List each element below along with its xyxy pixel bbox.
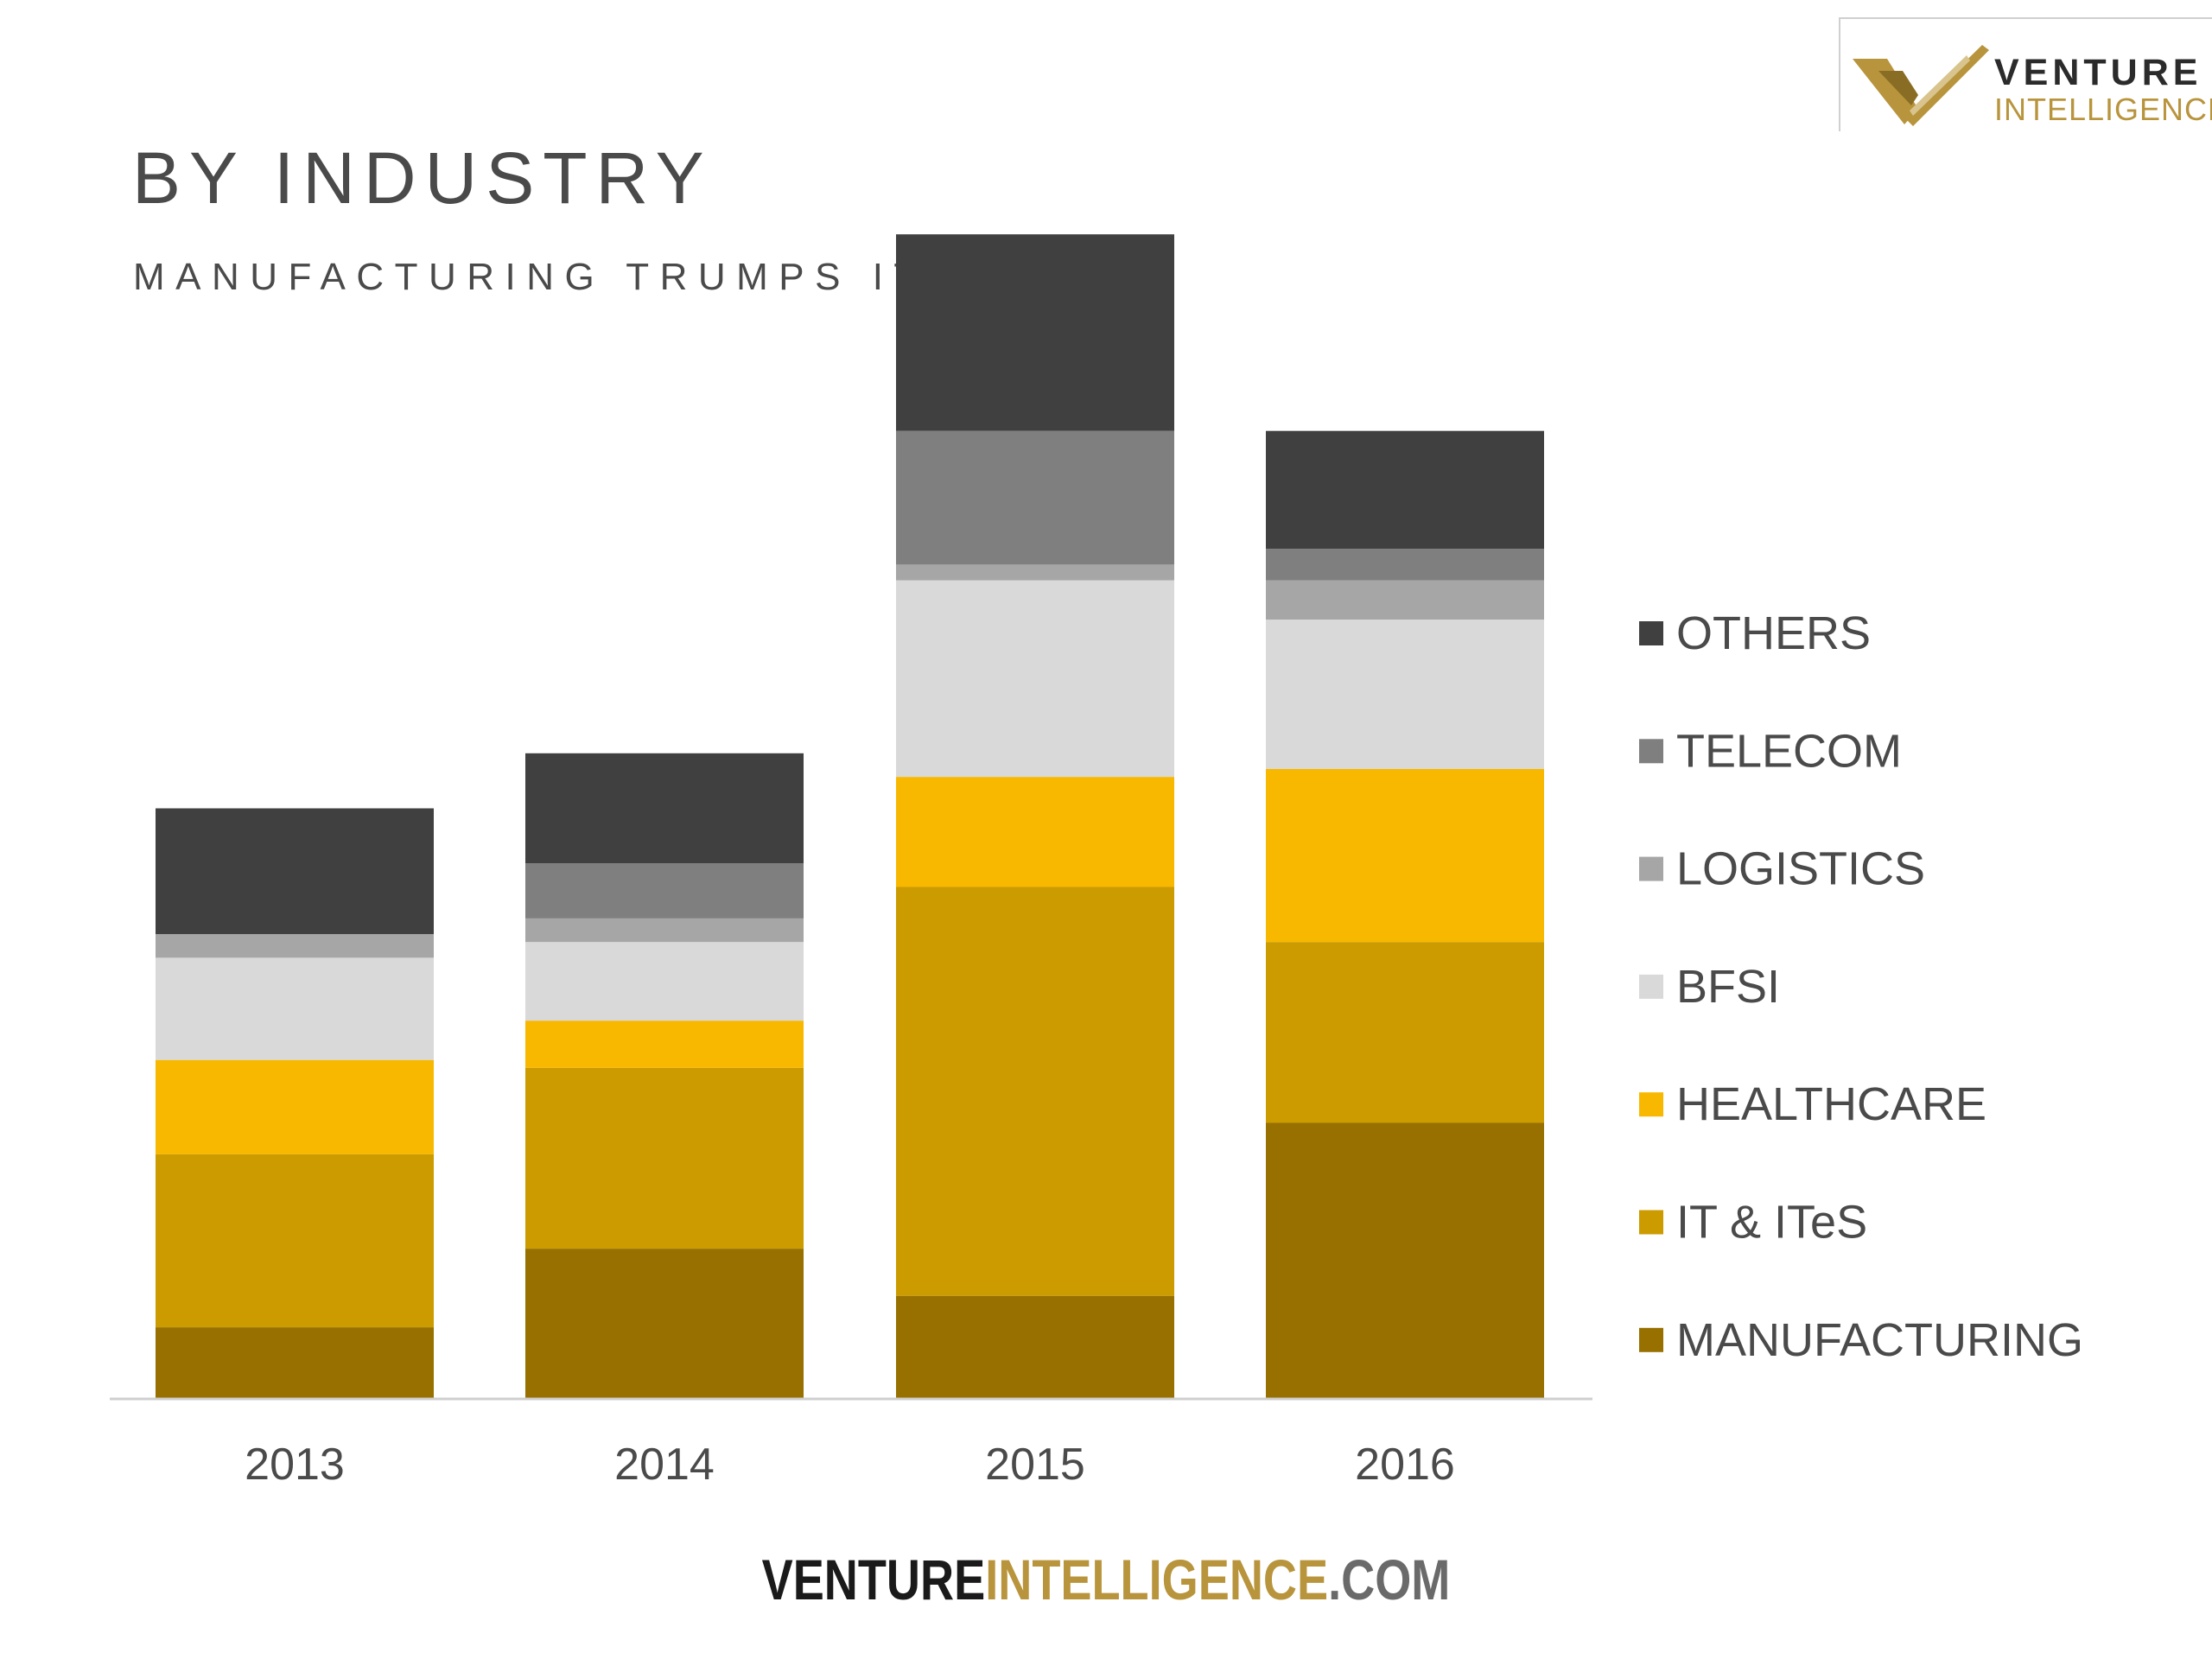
- bar-segment-2014-others: [525, 753, 804, 864]
- legend-label-it-ites: IT & ITeS: [1676, 1197, 1867, 1249]
- bar-segment-2016-bfsi: [1266, 620, 1544, 769]
- legend-label-logistics: LOGISTICS: [1676, 843, 1925, 895]
- legend-swatch-manufacturing: [1639, 1327, 1663, 1352]
- footer-venture: VENTURE: [761, 1548, 986, 1611]
- x-tick-label-2013: 2013: [245, 1440, 345, 1490]
- legend-swatch-healthcare: [1639, 1092, 1663, 1117]
- footer-intelligence: INTELLIGENCE: [985, 1548, 1329, 1611]
- legend-swatch-telecom: [1639, 739, 1663, 764]
- legend-label-manufacturing: MANUFACTURING: [1676, 1314, 2083, 1366]
- bar-segment-2013-bfsi: [156, 957, 434, 1060]
- page-title: BY INDUSTRY: [132, 137, 713, 219]
- legend-label-healthcare: HEALTHCARE: [1676, 1078, 1986, 1130]
- bar-segment-2014-bfsi: [525, 942, 804, 1021]
- x-tick-label-2015: 2015: [985, 1440, 1085, 1490]
- bar-segment-2016-logistics: [1266, 580, 1544, 620]
- legend-swatch-bfsi: [1639, 974, 1663, 999]
- bar-segment-2013-logistics: [156, 934, 434, 958]
- bar-segment-2014-healthcare: [525, 1020, 804, 1068]
- logo-word-intelligence: INTELLIGENCE: [1994, 92, 2212, 127]
- bar-segment-2015-logistics: [896, 564, 1174, 581]
- bar-segment-2016-others: [1266, 430, 1544, 550]
- bar-segment-2014-manufacturing: [525, 1249, 804, 1398]
- bar-segment-2015-bfsi: [896, 580, 1174, 778]
- stacked-bar-chart: 2013 2014 2015 2016 OTHERS TELECOM LOGISTICS BF…: [110, 234, 2083, 1490]
- bar-segment-2016-healthcare: [1266, 769, 1544, 943]
- bar-segment-2016-manufacturing: [1266, 1122, 1544, 1398]
- venture-intelligence-v-icon: [1853, 45, 1989, 126]
- x-tick-label-2014: 2014: [614, 1440, 715, 1490]
- footer-dotcom: .COM: [1328, 1548, 1451, 1611]
- bar-segment-2013-others: [156, 808, 434, 935]
- bar-segment-2014-logistics: [525, 918, 804, 943]
- bar-segment-2014-it-ites: [525, 1067, 804, 1249]
- legend-swatch-logistics: [1639, 856, 1663, 881]
- x-tick-label-2016: 2016: [1355, 1440, 1455, 1490]
- bar-segment-2015-manufacturing: [896, 1295, 1174, 1398]
- legend-label-bfsi: BFSI: [1676, 961, 1780, 1013]
- footer-website: VENTUREINTELLIGENCE.COM: [199, 1547, 2012, 1612]
- logo-word-venture: VENTURE: [1994, 52, 2202, 93]
- bar-segment-2015-it-ites: [896, 887, 1174, 1296]
- bar-segment-2014-telecom: [525, 863, 804, 918]
- legend-swatch-others: [1639, 621, 1663, 645]
- bar-segment-2015-others: [896, 234, 1174, 431]
- bar-segment-2013-manufacturing: [156, 1327, 434, 1398]
- bar-segment-2016-it-ites: [1266, 942, 1544, 1123]
- logo: VENTURE INTELLIGENCE: [1839, 17, 2212, 131]
- legend-label-telecom: TELECOM: [1676, 725, 1902, 777]
- bar-segment-2015-healthcare: [896, 777, 1174, 887]
- bar-segment-2013-healthcare: [156, 1059, 434, 1154]
- legend-label-others: OTHERS: [1676, 607, 1871, 659]
- legend-swatch-it-ites: [1639, 1210, 1663, 1235]
- bar-segment-2013-it-ites: [156, 1154, 434, 1328]
- bar-segment-2016-telecom: [1266, 549, 1544, 581]
- bar-segment-2015-telecom: [896, 430, 1174, 565]
